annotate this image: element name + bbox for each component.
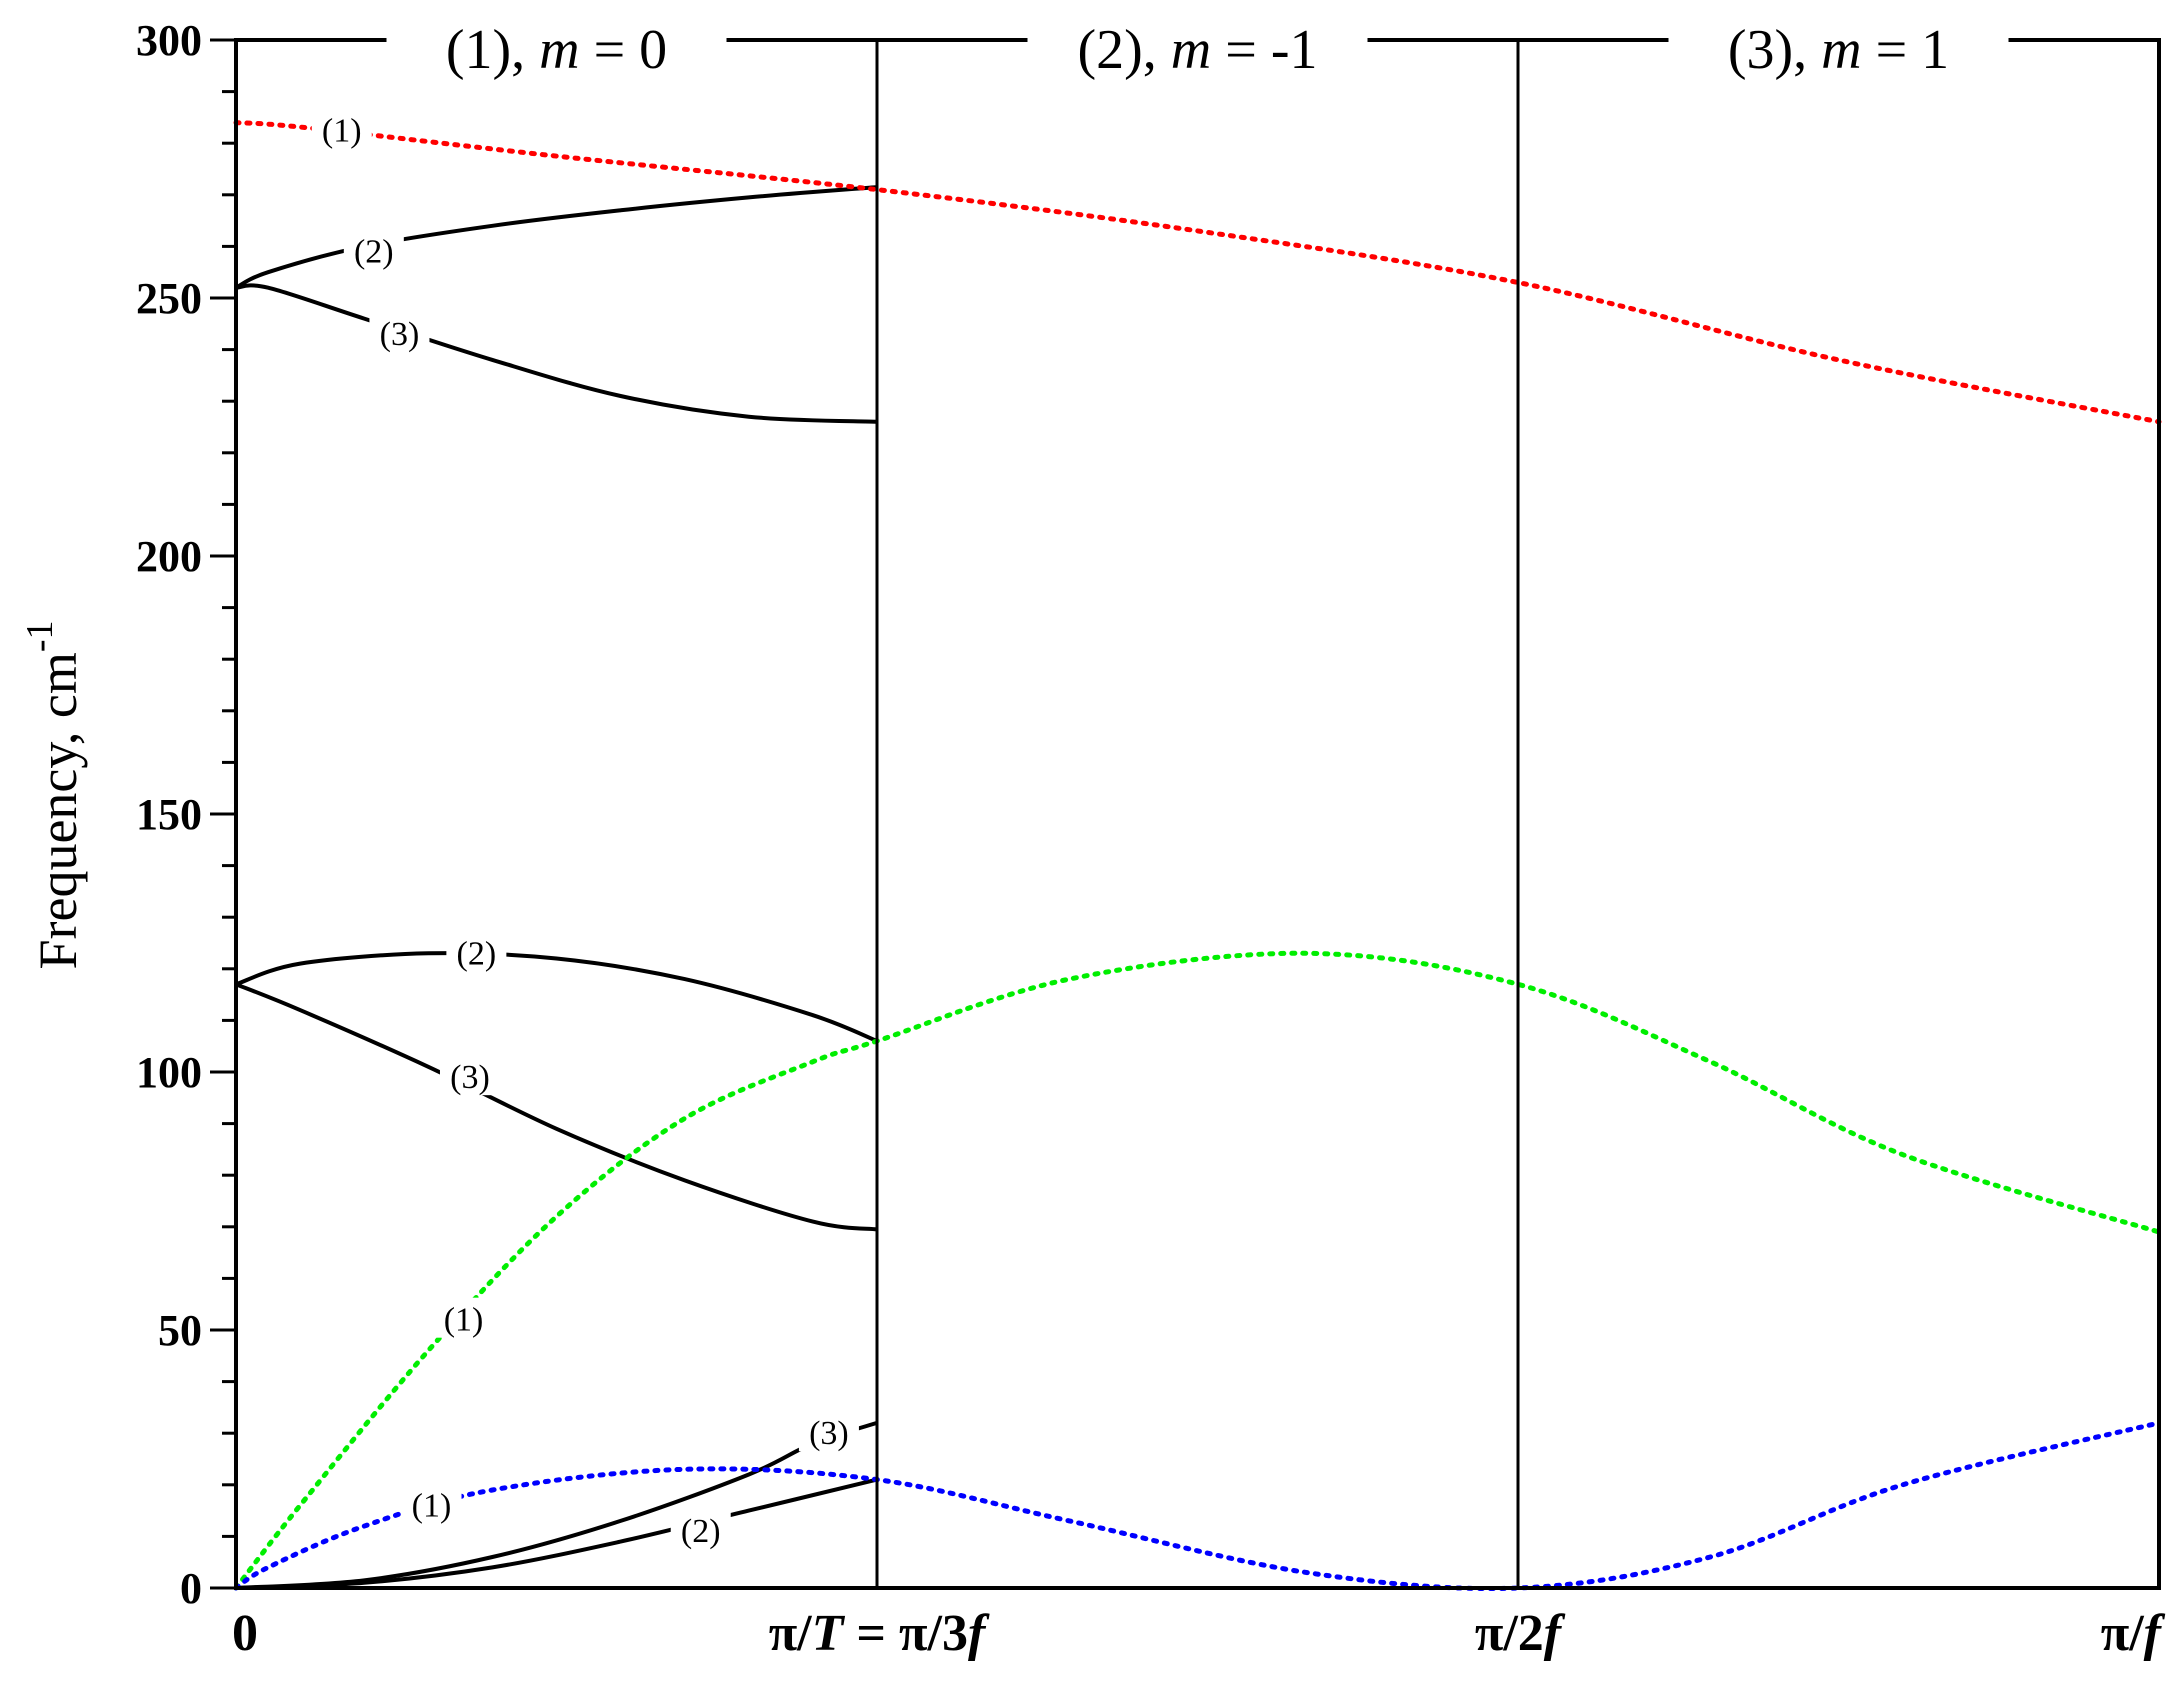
axes-layer: (1), m = 0 (2), m = -1 (3), m = 1 (234, 19, 2161, 1590)
curve-label-bg (433, 1297, 494, 1338)
y-tick-label-5: 250 (136, 274, 202, 323)
y-tick-label-2: 100 (136, 1048, 202, 1097)
x-tick-label-0: 0 (232, 1605, 258, 1662)
section-label-3: (3), m = 1 (1728, 19, 1949, 81)
section-label-1: (1), m = 0 (446, 19, 667, 81)
curve-label-8: (2) (681, 1513, 721, 1550)
curve-label-1: (2) (354, 234, 394, 271)
curve-label-3: (2) (457, 935, 497, 972)
labels-layer: (1) (2) (3) (2) (3) (1) (3) (1) (2) (311, 108, 859, 1550)
series-line-1 (233, 950, 2162, 1591)
section-label-bg (1668, 26, 2009, 66)
series-line-4 (235, 283, 878, 424)
curve-label-bg (439, 1055, 500, 1096)
series-line-7 (235, 1420, 878, 1590)
curve-label-6: (3) (809, 1415, 849, 1452)
curve-label-0: (1) (322, 112, 362, 149)
y-axis-label-text: Frequency, cm (28, 652, 88, 969)
series-line-6 (235, 982, 878, 1232)
series-line-3 (235, 185, 878, 290)
y-tick-label-1: 50 (158, 1306, 202, 1355)
curve-label-2: (3) (380, 316, 420, 353)
section-label-bg (386, 26, 727, 66)
curve-label-7: (1) (412, 1487, 452, 1524)
x-ticks-layer: 0 π/T = π/3f π/2f π/f (232, 1605, 2166, 1662)
curve-label-bg (369, 312, 430, 353)
curve-label-4: (3) (450, 1059, 490, 1096)
series-line-0 (233, 120, 2162, 425)
curves-layer (233, 120, 2162, 1592)
x-tick-label-1: π/T = π/3f (769, 1605, 990, 1662)
y-ticks-layer: 0 50 100 150 200 250 300 (136, 16, 236, 1613)
y-axis-label-superscript: -1 (19, 620, 61, 652)
section-label-2: (2), m = -1 (1078, 19, 1318, 81)
curve-label-bg (798, 1411, 859, 1452)
plot-frame (234, 38, 2161, 1590)
curve-label-bg (446, 931, 507, 972)
y-tick-label-4: 200 (136, 532, 202, 581)
y-axis-label: Frequency, cm-1 (19, 620, 88, 969)
curve-label-bg (670, 1509, 731, 1550)
series-line-8 (235, 1477, 878, 1590)
y-tick-label-3: 150 (136, 790, 202, 839)
x-tick-label-3: π/f (2101, 1605, 2166, 1662)
curve-label-bg (343, 229, 404, 270)
x-tick-label-2: π/2f (1475, 1605, 1566, 1662)
curve-label-5: (1) (444, 1302, 484, 1339)
curve-label-bg (311, 108, 372, 149)
section-label-bg (1027, 26, 1368, 66)
curve-label-bg (401, 1483, 462, 1524)
y-tick-label-6: 300 (136, 16, 202, 65)
series-line-5 (235, 951, 878, 1043)
y-tick-label-0: 0 (180, 1564, 202, 1613)
